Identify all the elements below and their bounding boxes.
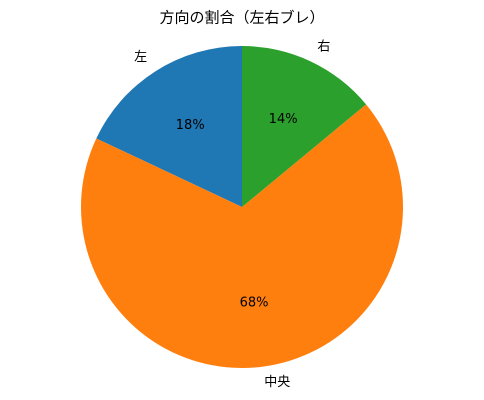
pie-slice: [242, 46, 367, 207]
category-label: 左: [134, 50, 147, 65]
pie-slice: [81, 104, 404, 368]
chart-title: 方向の割合（左右ブレ）: [159, 9, 324, 27]
category-label: 中央: [264, 375, 290, 390]
category-label: 右: [317, 39, 330, 54]
value-label: 68%: [240, 295, 269, 310]
pie-slice: [96, 46, 242, 207]
value-label: 18%: [176, 118, 205, 133]
value-label: 14%: [269, 112, 298, 127]
